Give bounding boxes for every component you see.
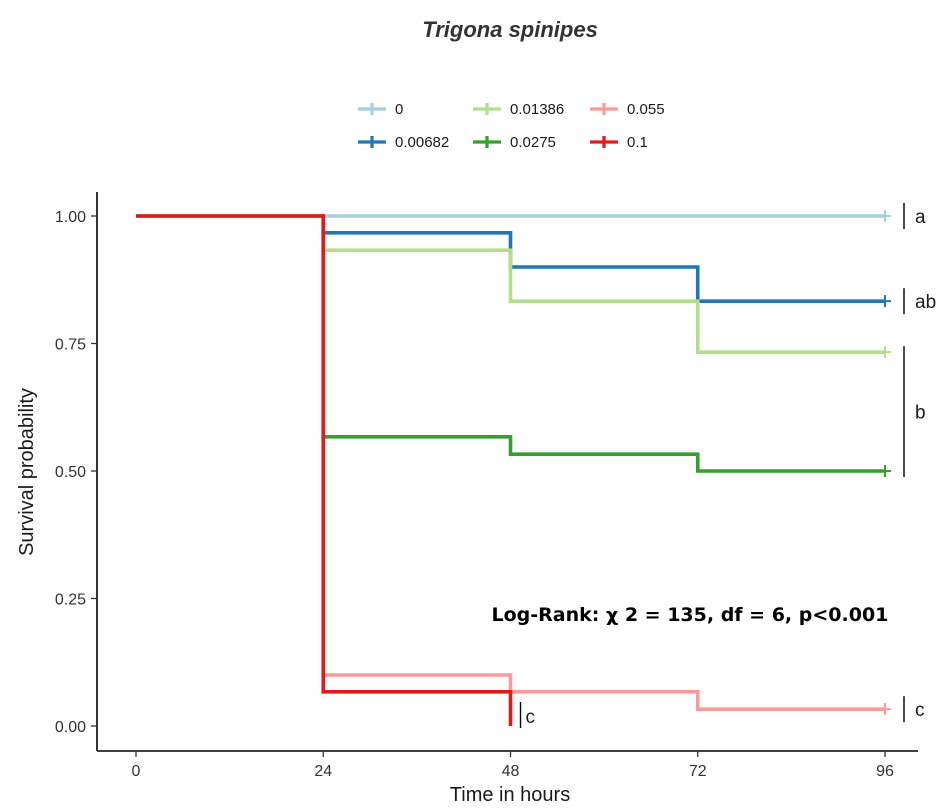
- legend-key-3: [473, 136, 501, 148]
- legend-key-0: [358, 103, 386, 115]
- legend-item-5: 0.1: [590, 134, 648, 151]
- legend-key-1: [358, 136, 386, 148]
- legend-item-4: 0.055: [590, 101, 665, 118]
- censor-mark-1: [879, 295, 891, 308]
- legend-label-2: 0.01386: [510, 101, 564, 118]
- group-label-2: b: [903, 346, 926, 477]
- group-letter-1: ab: [915, 292, 936, 313]
- series-line-5: [136, 214, 513, 726]
- legend-key-5: [590, 136, 618, 148]
- legend-item-0: 0: [358, 101, 403, 118]
- x-tick-label: 48: [502, 763, 520, 780]
- legend-label-0: 0: [395, 101, 403, 118]
- y-tick-label: 0.75: [55, 337, 86, 354]
- chart-title: Trigona spinipes: [422, 17, 598, 42]
- legend-item-1: 0.00682: [358, 134, 449, 151]
- group-letter-3: c: [915, 700, 925, 721]
- x-tick-label: 24: [314, 763, 332, 780]
- legend-item-2: 0.01386: [473, 101, 564, 118]
- group-letter-4: c: [526, 707, 536, 728]
- annotation-0: Log-Rank: χ 2 = 135, df = 6, p<0.001: [491, 604, 888, 626]
- legend-label-3: 0.0275: [510, 134, 556, 151]
- group-letter-0: a: [915, 207, 926, 228]
- y-ticks: 0.00 0.25 0.50 0.75 1.00: [55, 209, 97, 736]
- y-tick-label: 0.50: [55, 464, 86, 481]
- y-tick-label: 0.00: [55, 719, 86, 736]
- y-tick-label: 1.00: [55, 209, 86, 226]
- y-tick-label: 0.25: [55, 592, 86, 609]
- group-label-4: c: [519, 702, 536, 728]
- series-layer: [136, 210, 891, 726]
- group-labels: a ab b c c: [519, 203, 936, 728]
- legend-key-2: [473, 103, 501, 115]
- group-letter-2: b: [915, 403, 926, 424]
- x-tick-label: 0: [132, 763, 141, 780]
- censor-mark-3: [879, 465, 891, 477]
- x-axis-title: Time in hours: [450, 784, 570, 806]
- x-tick-label: 96: [876, 763, 894, 780]
- legend-item-3: 0.0275: [473, 134, 556, 151]
- legend-label-1: 0.00682: [395, 134, 449, 151]
- group-label-3: c: [903, 696, 925, 723]
- legend-label-5: 0.1: [627, 134, 648, 151]
- legend-key-4: [590, 103, 618, 115]
- x-ticks: 0 24 48 72 96: [132, 751, 894, 780]
- censor-mark-2: [879, 346, 891, 359]
- annotations: Log-Rank: χ 2 = 135, df = 6, p<0.001: [491, 604, 888, 626]
- x-tick-label: 72: [689, 763, 707, 780]
- y-axis-title: Survival probability: [16, 388, 38, 556]
- legend: 0 0.00682 0.01386 0.0275 0.055 0.1: [358, 101, 665, 151]
- group-label-0: a: [903, 203, 926, 229]
- censor-mark-0: [879, 210, 891, 222]
- legend-label-4: 0.055: [627, 101, 665, 118]
- group-label-1: ab: [903, 288, 936, 315]
- censor-mark-4: [879, 703, 891, 716]
